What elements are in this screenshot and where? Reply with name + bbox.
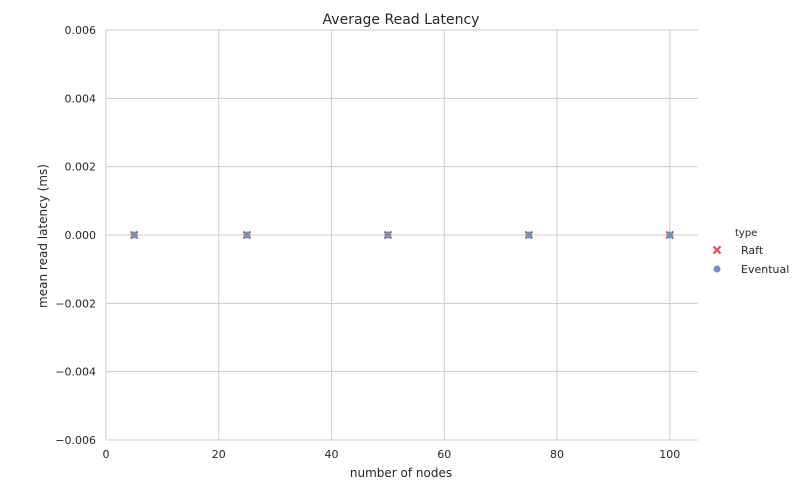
legend-marker-raft (712, 245, 722, 255)
y-tick-label: −0.006 (55, 434, 96, 447)
legend-label-raft: Raft (741, 244, 764, 257)
y-tick-label: −0.002 (55, 297, 96, 310)
y-axis-label: mean read latency (ms) (36, 164, 50, 308)
legend-label-eventual: Eventual (741, 263, 789, 276)
y-tick-label: 0.006 (65, 24, 97, 37)
legend-marker-eventual (713, 265, 721, 273)
data-point-eventual (130, 231, 138, 239)
tick-labels: 0 20 40 60 80 100 −0.006 −0.004 −0.002 0.000 0.002… (55, 24, 680, 461)
data-points (129, 230, 675, 240)
data-point-eventual (666, 231, 674, 239)
x-tick-label: 80 (550, 448, 564, 461)
data-point-eventual (384, 231, 392, 239)
data-point-eventual (525, 231, 533, 239)
x-axis-label: number of nodes (350, 466, 452, 480)
legend: type Raft Eventual (712, 228, 789, 276)
y-tick-label: 0.004 (65, 92, 97, 105)
y-tick-label: −0.004 (55, 366, 96, 379)
x-tick-label: 40 (325, 448, 339, 461)
axes (105, 30, 698, 441)
x-tick-label: 20 (212, 448, 226, 461)
x-tick-label: 0 (103, 448, 110, 461)
chart-title: Average Read Latency (323, 12, 480, 28)
grid (106, 29, 698, 440)
legend-title: type (735, 228, 757, 239)
x-tick-label: 60 (437, 448, 451, 461)
x-marker-stroke (712, 245, 722, 255)
data-point-eventual (243, 231, 251, 239)
x-tick-label: 100 (659, 448, 680, 461)
y-tick-label: 0.000 (65, 229, 97, 242)
y-tick-label: 0.002 (65, 161, 97, 174)
